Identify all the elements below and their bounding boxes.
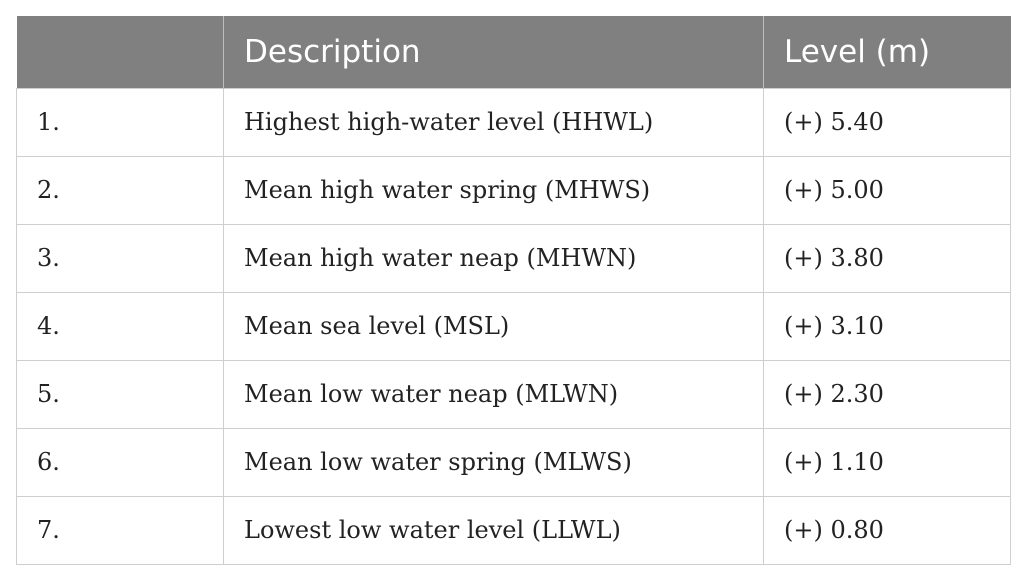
row-level: (+) 3.80 — [763, 223, 1011, 293]
row-description: Mean high water neap (MHWN) — [223, 223, 764, 293]
row-number: 1. — [16, 87, 224, 157]
row-description: Mean sea level (MSL) — [223, 291, 764, 361]
row-number: 7. — [16, 495, 224, 565]
row-number: 5. — [16, 359, 224, 429]
row-description: Mean low water spring (MLWS) — [223, 427, 764, 497]
header-description: Description — [223, 16, 764, 88]
table-row: 3. Mean high water neap (MHWN) (+) 3.80 — [16, 223, 1011, 293]
row-description: Highest high-water level (HHWL) — [223, 87, 764, 157]
table-row: 6. Mean low water spring (MLWS) (+) 1.10 — [16, 427, 1011, 497]
row-description: Lowest low water level (LLWL) — [223, 495, 764, 565]
table-row: 4. Mean sea level (MSL) (+) 3.10 — [16, 291, 1011, 361]
row-level: (+) 5.00 — [763, 155, 1011, 225]
table-row: 1. Highest high-water level (HHWL) (+) 5… — [16, 87, 1011, 157]
header-level: Level (m) — [763, 16, 1011, 88]
header-number — [16, 16, 224, 88]
tide-level-table-container: Description Level (m) 1. Highest high-wa… — [16, 16, 1011, 565]
table-row: 2. Mean high water spring (MHWS) (+) 5.0… — [16, 155, 1011, 225]
table-row: 7. Lowest low water level (LLWL) (+) 0.8… — [16, 495, 1011, 565]
row-level: (+) 5.40 — [763, 87, 1011, 157]
row-number: 3. — [16, 223, 224, 293]
row-description: Mean low water neap (MLWN) — [223, 359, 764, 429]
table-header-row: Description Level (m) — [16, 16, 1011, 88]
row-level: (+) 0.80 — [763, 495, 1011, 565]
row-number: 6. — [16, 427, 224, 497]
row-level: (+) 2.30 — [763, 359, 1011, 429]
table-row: 5. Mean low water neap (MLWN) (+) 2.30 — [16, 359, 1011, 429]
row-description: Mean high water spring (MHWS) — [223, 155, 764, 225]
row-level: (+) 1.10 — [763, 427, 1011, 497]
tide-level-table: Description Level (m) 1. Highest high-wa… — [16, 16, 1011, 565]
row-number: 2. — [16, 155, 224, 225]
row-number: 4. — [16, 291, 224, 361]
row-level: (+) 3.10 — [763, 291, 1011, 361]
